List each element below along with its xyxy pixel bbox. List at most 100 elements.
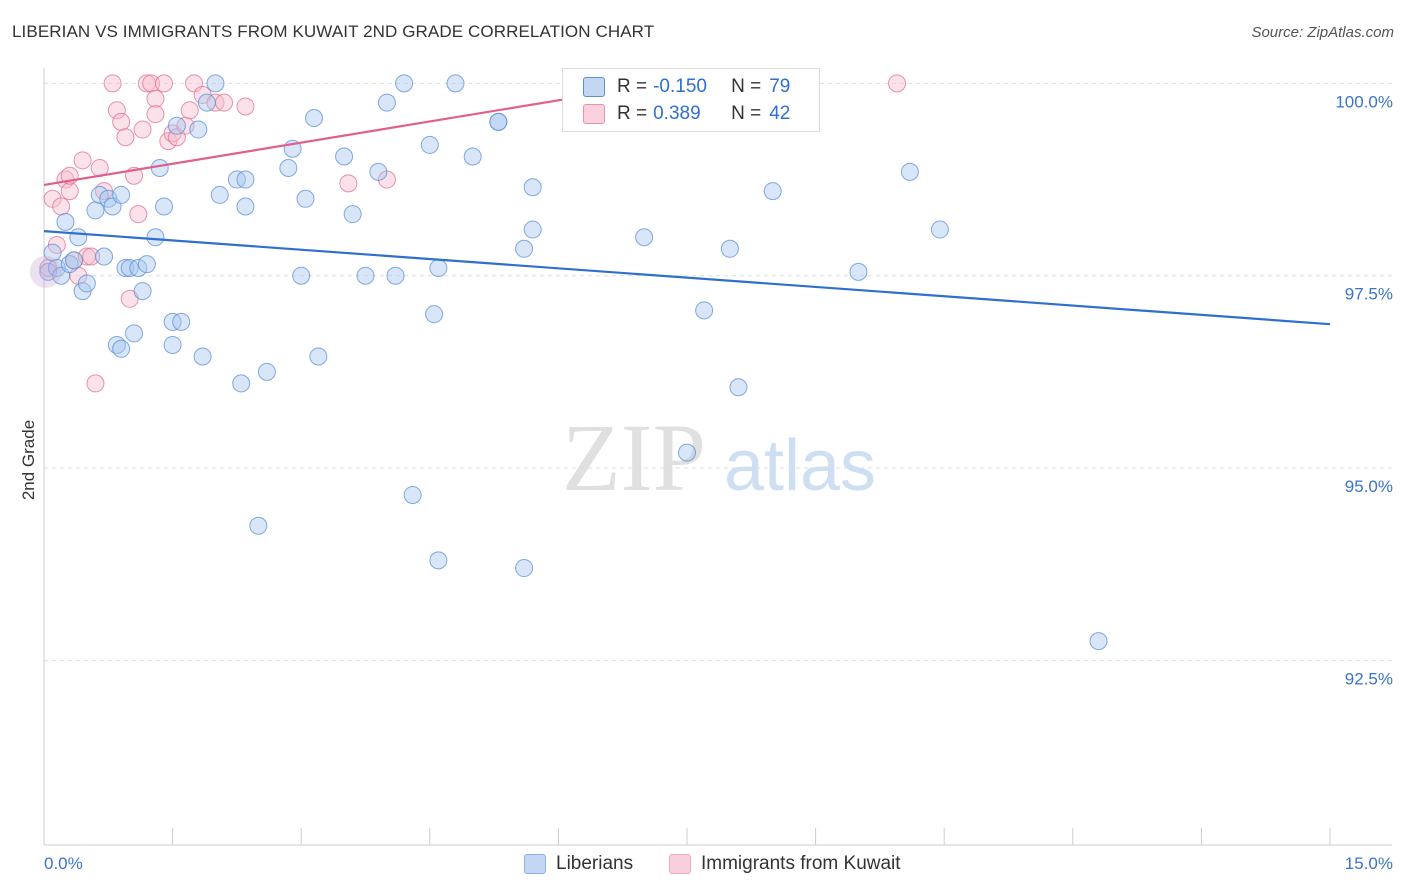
kuwait-point: [52, 197, 71, 216]
liberian-point: [849, 262, 868, 281]
series-label-liberians: Liberians: [556, 853, 634, 874]
kuwait-point: [129, 205, 148, 224]
liberian-point: [515, 239, 534, 258]
liberian-point: [112, 339, 131, 358]
y-tick-label: 100.0%: [1335, 92, 1393, 111]
liberian-point: [167, 116, 186, 135]
y-tick-label: 95.0%: [1345, 477, 1393, 496]
liberian-point: [206, 74, 225, 93]
liberian-point: [900, 162, 919, 181]
liberian-point: [635, 228, 654, 247]
liberian-point: [429, 259, 448, 278]
liberian-point: [463, 147, 482, 166]
legend-row-kuwait: R = 0.389 N = 42: [583, 101, 833, 127]
liberian-point: [386, 266, 405, 285]
series-label-kuwait: Immigrants from Kuwait: [701, 853, 901, 874]
liberian-point: [420, 135, 439, 154]
liberian-point: [446, 74, 465, 93]
liberian-point: [125, 324, 144, 343]
x-tick-label: 0.0%: [44, 854, 83, 873]
liberian-point: [69, 228, 88, 247]
chart-title: LIBERIAN VS IMMIGRANTS FROM KUWAIT 2ND G…: [12, 22, 655, 41]
legend-n-value: 42: [769, 103, 791, 124]
liberian-point: [65, 251, 84, 270]
liberian-point: [146, 228, 165, 247]
legend-r-value: -0.150: [653, 76, 707, 97]
liberian-point: [116, 259, 135, 278]
legend-swatch-liberians: [583, 77, 605, 97]
liberian-point: [197, 93, 216, 112]
kuwait-point: [339, 174, 358, 193]
liberian-point: [1089, 632, 1108, 651]
liberian-point: [257, 362, 276, 381]
liberian-point: [763, 182, 782, 201]
liberian-point: [210, 185, 229, 204]
liberian-point: [523, 220, 542, 239]
liberian-point: [249, 516, 268, 535]
legend-row-liberians: R = -0.150 N = 79: [583, 74, 833, 100]
grid-lines: [44, 82, 1392, 661]
legend-n-value: 79: [769, 76, 791, 97]
liberian-point: [695, 301, 714, 320]
x-tick-label: 15.0%: [1345, 854, 1393, 873]
liberian-point: [296, 189, 315, 208]
liberian-point: [309, 347, 328, 366]
kuwait-point: [180, 101, 199, 120]
kuwait-point: [82, 247, 101, 266]
kuwait-point: [107, 101, 126, 120]
liberian-point: [678, 443, 696, 462]
liberian-point: [369, 162, 388, 181]
liberian-point: [150, 159, 169, 178]
legend-r-label: R =: [617, 103, 648, 124]
liberian-point: [343, 205, 362, 224]
legend-r-value: 0.389: [653, 103, 701, 124]
liberian-point: [292, 266, 311, 285]
liberian-point: [720, 239, 739, 258]
watermark-zip: ZIP: [562, 404, 706, 511]
kuwait-point: [146, 105, 165, 124]
liberian-point: [377, 93, 396, 112]
liberian-point: [90, 185, 109, 204]
kuwait-point: [888, 74, 907, 93]
liberian-point: [515, 559, 534, 578]
y-axis-label: 2nd Grade: [19, 420, 38, 500]
data-points: [29, 74, 1108, 651]
kuwait-point: [146, 89, 165, 108]
liberian-point: [236, 170, 255, 189]
kuwait-point: [112, 112, 131, 131]
liberian-point: [395, 74, 414, 93]
liberian-point: [193, 347, 212, 366]
liberian-point: [523, 178, 542, 197]
liberian-point: [77, 274, 96, 293]
liberian-point: [489, 112, 508, 131]
liberian-point: [163, 335, 182, 354]
watermark-atlas: atlas: [724, 426, 876, 506]
kuwait-point: [73, 151, 92, 170]
series-swatch-kuwait: [669, 854, 691, 874]
kuwait-point: [60, 182, 79, 201]
liberian-point: [729, 378, 748, 397]
y-tick-label: 97.5%: [1345, 285, 1393, 304]
y-tick-label: 92.5%: [1345, 669, 1393, 688]
kuwait-point: [236, 97, 255, 116]
liberian-point: [335, 147, 354, 166]
liberian-point: [403, 485, 422, 504]
legend-n-label: N =: [731, 103, 762, 124]
liberian-point: [189, 120, 208, 139]
legend-swatch-kuwait: [583, 104, 605, 124]
correlation-legend: R = -0.150 N = 79 R = 0.389 N = 42: [562, 68, 820, 132]
liberian-point: [236, 197, 255, 216]
liberian-point: [112, 185, 131, 204]
liberian-point: [137, 255, 156, 274]
trend-lines: [43, 82, 1331, 326]
liberian-point: [429, 551, 448, 570]
legend-n-label: N =: [731, 76, 762, 97]
series-legend-liberians: Liberians: [524, 852, 633, 876]
kuwait-point: [103, 74, 122, 93]
source-label: Source: ZipAtlas.com: [1251, 24, 1394, 41]
legend-r-label: R =: [617, 76, 648, 97]
liberian-point: [232, 374, 251, 393]
series-swatch-liberians: [524, 854, 546, 874]
liberian-point: [95, 247, 114, 266]
